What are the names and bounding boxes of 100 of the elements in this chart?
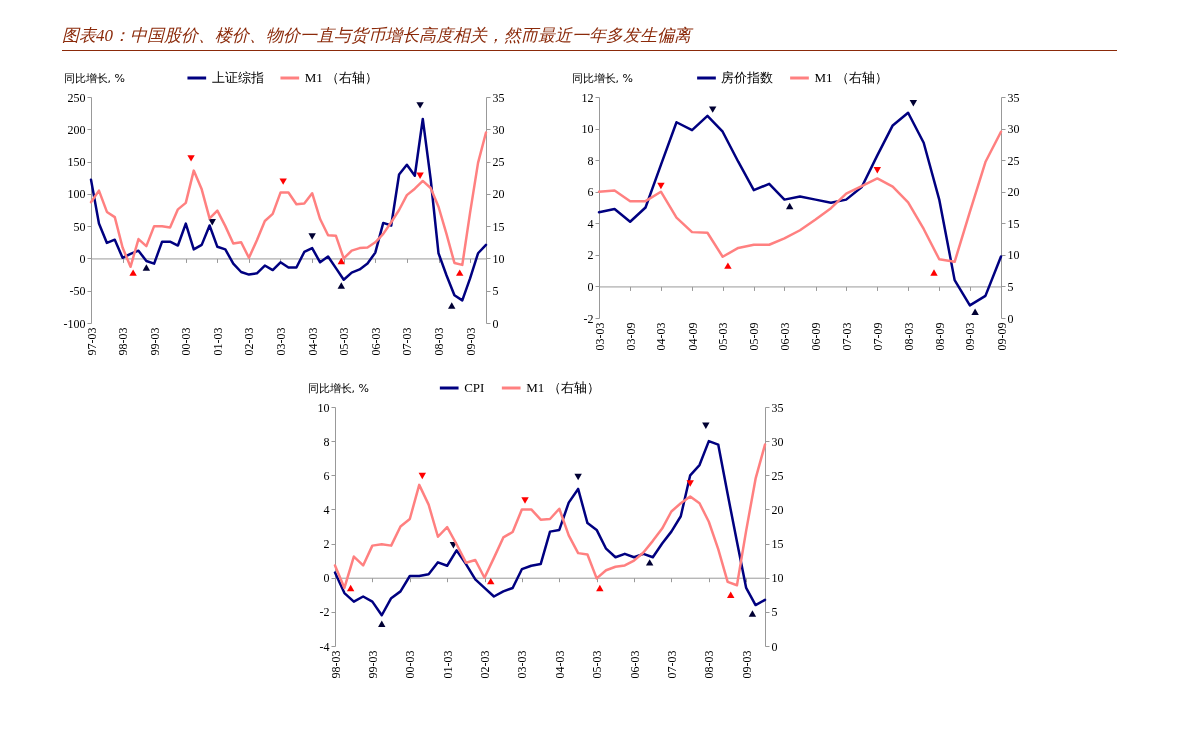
y2-tick-label: 10 [1007,248,1020,263]
y-tick-label: 6 [323,468,330,483]
x-tick-label: 08-03 [702,650,717,679]
y2-tick-label: 25 [1007,153,1020,168]
legend-label: M1 （右轴） [304,70,379,85]
x-tick-label: 98-03 [328,650,343,679]
point [378,620,386,628]
y-tick-label: 250 [67,90,86,105]
y-tick-label: 12 [581,90,594,105]
line-series [333,443,767,590]
legend-label: CPI [464,380,485,395]
point [187,155,195,162]
x-tick-label: 09-03 [463,327,478,356]
point [129,269,137,276]
line-series [89,117,488,302]
y2-tick-label: 0 [492,316,499,331]
x-tick-label: 04-03 [552,650,567,679]
y-tick-label: -100 [63,316,86,331]
y-tick-label: 200 [67,122,86,137]
y2-tick-label: 30 [771,434,784,449]
y-tick-label: 10 [581,122,594,137]
y-tick-label: -2 [319,605,330,620]
x-tick-label: 06-03 [777,322,792,351]
line-series [333,439,767,617]
point [657,182,665,190]
point [574,473,582,481]
x-tick-label: 07-03 [664,650,679,679]
x-tick-label: 07-09 [870,322,885,351]
x-tick-label: 05-03 [590,650,605,679]
x-tick-label: 09-03 [739,650,754,679]
y-axis-title: 同比增长, % [307,381,369,395]
chart-title: 图表40：中国股价、楼价、物价一直与货币增长高度相关，然而最近一年多发生偏离 [62,24,1117,51]
x-tick-label: 02-03 [478,650,493,679]
y-axis-title: 同比增长, % [63,71,125,85]
x-tick-label: 04-03 [654,322,669,351]
y-tick-label: 4 [587,216,594,231]
point [645,559,654,566]
y-tick-label: 0 [79,251,86,266]
x-tick-label: 00-03 [179,327,194,356]
y2-tick-label: 0 [771,639,778,654]
y2-tick-label: 35 [1007,90,1020,105]
y2-tick-label: 5 [492,284,499,299]
x-tick-label: 00-03 [403,650,418,679]
y-tick-label: 150 [67,155,86,170]
x-tick-label: 04-03 [305,327,320,356]
point [708,106,717,113]
x-tick-label: 05-03 [337,327,352,356]
y-tick-label: 8 [587,153,594,168]
y2-tick-label: 35 [492,90,505,105]
y-tick-label: 10 [317,400,330,415]
x-tick-label: 06-03 [368,327,383,356]
x-tick-label: 02-03 [242,327,257,356]
point [748,610,757,617]
y2-tick-label: 5 [771,605,778,620]
y-tick-label: 4 [323,502,330,517]
y2-tick-label: 20 [492,187,505,202]
x-tick-label: 05-09 [747,322,762,351]
line-series [89,131,488,269]
x-tick-label: 03-09 [623,322,638,351]
y-tick-label: 6 [587,185,594,200]
legend-label: M1 （右轴） [814,70,888,85]
point [727,591,735,598]
point [456,269,464,276]
line-series [597,111,1003,307]
x-tick-label: 01-03 [210,327,225,356]
y-tick-label: 100 [67,187,86,202]
y2-tick-label: 0 [1007,311,1014,326]
x-tick-label: 09-09 [994,322,1009,351]
x-tick-label: 08-03 [432,327,447,356]
point [416,102,424,109]
y2-tick-label: 15 [1007,216,1020,231]
line-series [597,130,1003,264]
y2-tick-label: 25 [771,468,784,483]
x-tick-label: 04-09 [685,322,700,351]
x-tick-label: 97-03 [84,327,99,356]
legend-label: 房价指数 [721,70,774,85]
x-tick-label: 06-09 [809,322,824,351]
y-tick-label: 50 [73,219,86,234]
y2-tick-label: 35 [771,400,784,415]
y-tick-label: 8 [323,434,330,449]
x-tick-label: 03-03 [592,322,607,351]
y2-tick-label: 25 [492,155,505,170]
x-tick-label: 08-03 [901,322,916,351]
point [337,257,346,265]
y-tick-label: -50 [69,284,86,299]
y-tick-label: 2 [587,248,594,263]
x-tick-label: 08-09 [932,322,947,351]
point [346,584,355,592]
y-tick-label: 2 [323,537,330,552]
point [279,178,287,185]
point [724,262,732,269]
x-tick-label: 99-03 [365,650,380,679]
point [596,584,604,592]
point [686,480,694,487]
x-tick-label: 06-03 [627,650,642,679]
x-tick-label: 03-03 [274,327,288,356]
y-tick-label: -2 [583,311,594,326]
y2-tick-label: 20 [1007,185,1020,200]
x-tick-label: 07-03 [400,327,415,356]
point [521,497,529,504]
